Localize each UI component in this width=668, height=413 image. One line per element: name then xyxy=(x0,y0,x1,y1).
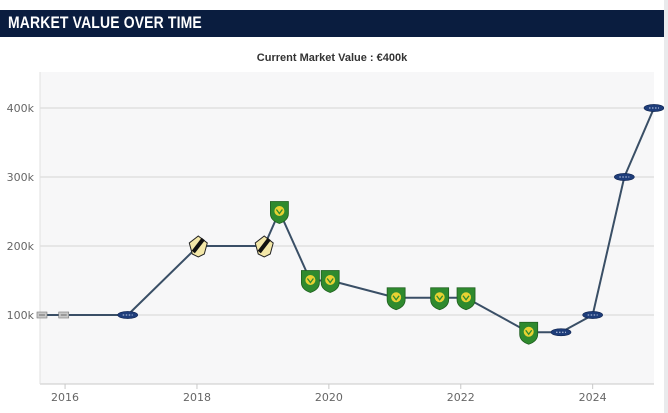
crest-emblem-icon xyxy=(325,275,336,285)
y-tick-label: 400k xyxy=(7,102,35,115)
data-point xyxy=(188,235,208,258)
y-tick-label: 200k xyxy=(7,240,35,253)
crest-mark-icon xyxy=(392,295,400,301)
x-tick-label: 2016 xyxy=(51,391,79,404)
data-point xyxy=(36,311,48,319)
crest-stripe-icon xyxy=(191,237,205,254)
data-point xyxy=(582,311,603,319)
crest-mark-icon xyxy=(436,295,444,301)
data-point xyxy=(58,311,70,319)
y-tick-label: 100k xyxy=(7,309,35,322)
data-point xyxy=(386,287,406,311)
data-point xyxy=(117,311,139,319)
crest-mark-icon xyxy=(275,209,283,215)
y-tick-label: 300k xyxy=(7,171,35,184)
data-point xyxy=(519,321,539,345)
blue-oval-crest-icon xyxy=(582,311,603,319)
crest-emblem-icon xyxy=(434,292,445,303)
crest-mark-icon xyxy=(306,278,314,284)
data-point xyxy=(643,104,664,112)
series-line xyxy=(41,107,655,334)
data-point xyxy=(430,287,450,311)
data-point xyxy=(270,201,289,224)
x-tick-label: 2018 xyxy=(183,391,211,404)
crest-mark-icon xyxy=(525,329,533,336)
crest-emblem-icon xyxy=(461,292,472,303)
crest-emblem-icon xyxy=(305,275,316,285)
blue-oval-crest-icon xyxy=(117,311,139,319)
data-point xyxy=(320,270,340,293)
crest-mark-icon xyxy=(462,295,470,301)
blue-oval-crest-icon xyxy=(550,328,572,337)
data-point xyxy=(614,173,635,181)
data-point xyxy=(456,287,476,311)
crest-emblem-icon xyxy=(274,206,285,216)
data-point xyxy=(550,328,572,337)
crest-emblem-icon xyxy=(391,292,402,303)
crest-mark-icon xyxy=(326,278,334,284)
section-title: MARKET VALUE OVER TIME xyxy=(8,13,202,32)
crest-stripe-icon xyxy=(257,237,271,254)
data-point xyxy=(300,270,320,293)
x-tick-label: 2022 xyxy=(447,391,475,404)
data-point xyxy=(254,235,274,258)
plot-area xyxy=(40,72,654,384)
chart-title: Current Market Value : €400k xyxy=(256,52,408,64)
crest-emblem-icon xyxy=(523,326,534,337)
blue-oval-crest-icon xyxy=(614,173,635,181)
section-header: MARKET VALUE OVER TIME xyxy=(0,10,664,37)
blue-oval-crest-icon xyxy=(643,104,664,112)
x-tick-label: 2024 xyxy=(579,391,607,404)
x-tick-label: 2020 xyxy=(315,391,343,404)
